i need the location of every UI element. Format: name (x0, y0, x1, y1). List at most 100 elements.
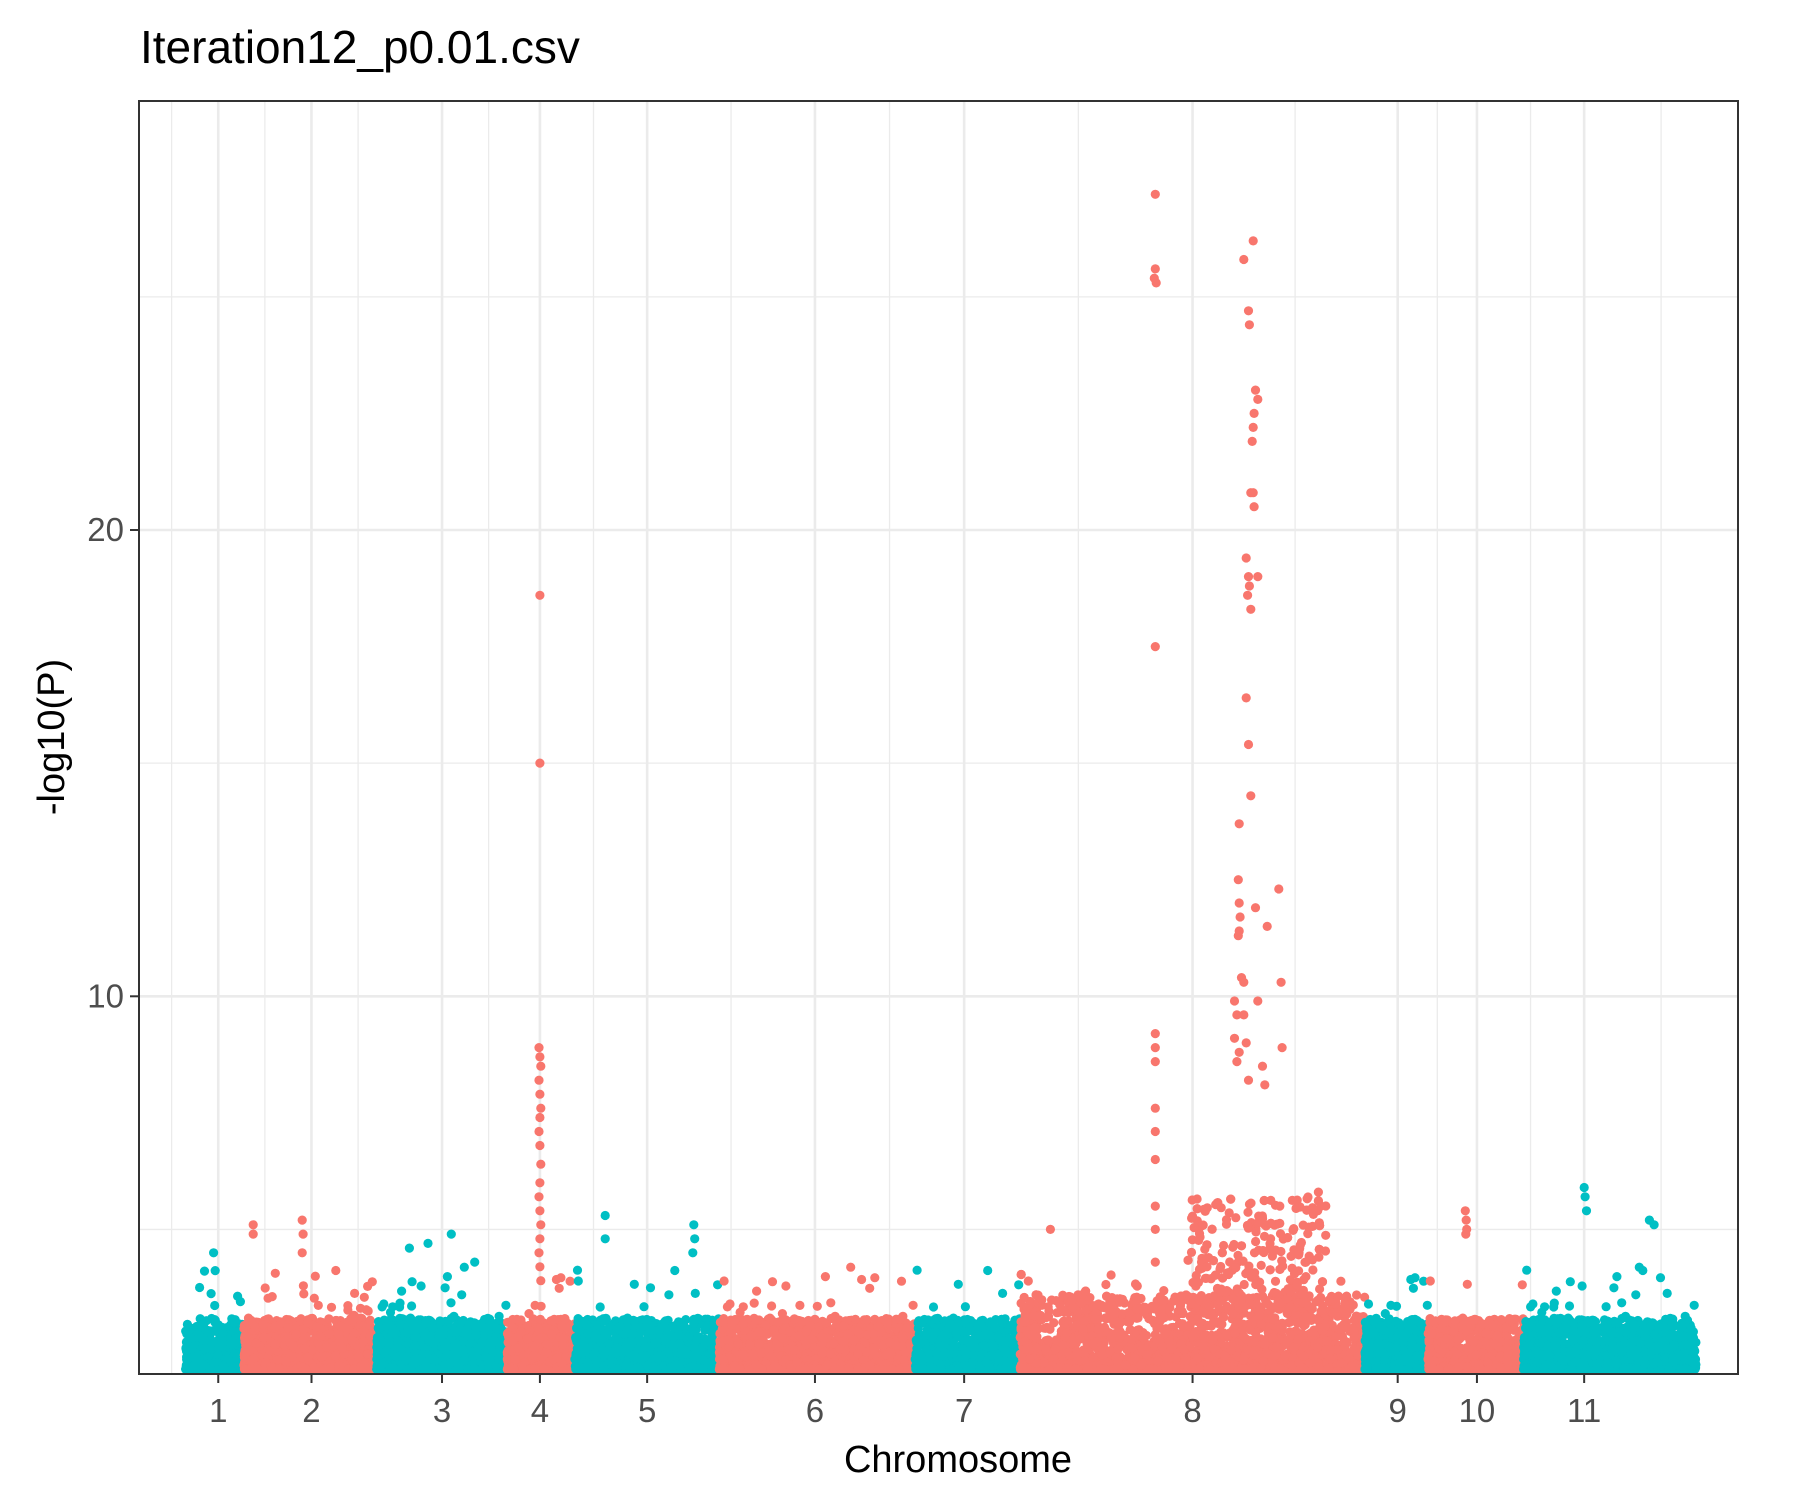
snp-point (384, 1320, 394, 1330)
snp-point (271, 1321, 281, 1331)
snp-point (218, 1338, 228, 1348)
snp-point (442, 1272, 452, 1282)
snp-point (362, 1349, 373, 1359)
snp-point (458, 1337, 469, 1347)
snp-point (418, 1349, 428, 1359)
snp-point (249, 1353, 259, 1363)
snp-point (470, 1364, 480, 1374)
snp-point (558, 1340, 568, 1350)
snp-point (310, 1271, 320, 1281)
snp-point (219, 1362, 229, 1372)
snp-point (185, 1333, 195, 1343)
snp-point (446, 1298, 456, 1308)
chart-title: Iteration12_p0.01.csv (140, 21, 580, 73)
snp-point (509, 1364, 519, 1374)
snp-point (299, 1344, 309, 1354)
snp-point (363, 1281, 373, 1291)
snp-point (449, 1327, 459, 1337)
snp-point (495, 1340, 505, 1350)
snp-point (457, 1290, 467, 1300)
snp-point (535, 1314, 545, 1324)
snp-point (193, 1329, 203, 1339)
snp-point (573, 1276, 583, 1286)
snp-point (183, 1321, 193, 1331)
snp-point (407, 1301, 417, 1311)
snp-point (302, 1317, 313, 1328)
snp-point (312, 1322, 322, 1332)
snp-point (513, 1343, 523, 1353)
snp-point (379, 1299, 389, 1309)
snp-point (459, 1355, 469, 1365)
snp-point (280, 1356, 291, 1366)
snp-point (551, 1274, 562, 1285)
snp-point (315, 1332, 325, 1342)
snp-point (407, 1277, 417, 1287)
snp-point (439, 1329, 449, 1339)
snp-point (241, 1348, 251, 1358)
snp-point (240, 1364, 250, 1374)
snp-point (210, 1266, 220, 1276)
snp-point (325, 1363, 335, 1373)
snp-point (546, 1329, 557, 1339)
snp-point (356, 1361, 366, 1372)
snp-point (330, 1351, 340, 1361)
snp-point (326, 1302, 337, 1312)
snp-point (251, 1338, 261, 1348)
snp-point (529, 1351, 539, 1361)
snp-point (301, 1364, 311, 1374)
snp-point (552, 1353, 562, 1363)
snp-point (375, 1364, 385, 1374)
snp-point (516, 1327, 526, 1337)
snp-point (298, 1281, 308, 1291)
snp-point (331, 1265, 341, 1276)
snp-point (554, 1283, 564, 1293)
snp-point (263, 1293, 273, 1303)
snp-point (536, 1301, 546, 1311)
snp-point (452, 1364, 462, 1374)
snp-point (206, 1289, 216, 1299)
snp-point (182, 1346, 192, 1356)
snp-point (507, 1322, 517, 1332)
snp-point (299, 1289, 309, 1299)
snp-point (436, 1316, 446, 1326)
snp-point (196, 1364, 206, 1374)
snp-point (365, 1315, 375, 1325)
snp-point (288, 1341, 298, 1351)
snp-point (260, 1283, 270, 1293)
snp-point (387, 1363, 398, 1373)
snp-point (542, 1339, 552, 1349)
snp-point (406, 1317, 416, 1328)
snp-point (337, 1343, 347, 1353)
snp-point (258, 1320, 268, 1330)
snp-point (563, 1323, 573, 1334)
snp-point (233, 1291, 243, 1301)
snp-point (253, 1364, 263, 1374)
snp-point (508, 1336, 518, 1346)
snp-point (316, 1352, 327, 1362)
snp-point (483, 1364, 493, 1374)
snp-point (534, 1324, 544, 1334)
snp-point (226, 1337, 236, 1347)
snp-point (324, 1329, 334, 1339)
snp-point (485, 1353, 495, 1363)
snp-point (410, 1341, 420, 1351)
snp-point (501, 1300, 511, 1310)
snp-point (361, 1305, 371, 1315)
snp-point (425, 1336, 435, 1346)
snp-point (218, 1329, 228, 1339)
snp-point (381, 1346, 391, 1356)
snp-point (530, 1364, 540, 1374)
snp-point (471, 1330, 481, 1340)
snp-point (522, 1334, 533, 1344)
snp-point (512, 1314, 522, 1324)
snp-point (313, 1300, 323, 1310)
snp-point (342, 1324, 352, 1335)
snp-point (392, 1342, 402, 1352)
snp-point (322, 1342, 332, 1352)
snp-point (439, 1337, 449, 1347)
snp-point (549, 1314, 559, 1324)
snp-point (270, 1339, 280, 1349)
snp-point (534, 1334, 544, 1344)
snp-point (416, 1281, 426, 1291)
